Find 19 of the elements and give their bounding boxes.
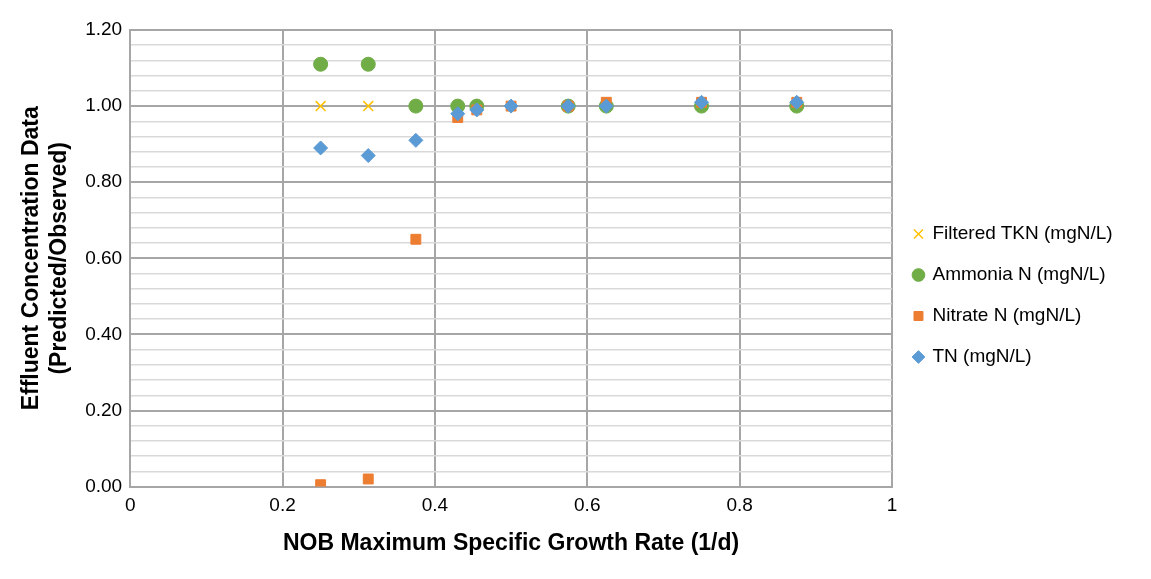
y-tick-label: 0.80 xyxy=(85,170,123,192)
x-tick-label: 0.6 xyxy=(574,494,601,516)
x-tick-label: 0.8 xyxy=(726,494,753,516)
legend-label: Ammonia N (mgN/L) xyxy=(932,263,1106,285)
x-tick-label: 0 xyxy=(124,494,136,516)
x-axis-title: NOB Maximum Specific Growth Rate (1/d) xyxy=(282,528,740,555)
y-tick-label: 1.20 xyxy=(85,18,123,40)
x-tick-label: 1 xyxy=(886,494,898,516)
legend-label: Nitrate N (mgN/L) xyxy=(932,304,1082,326)
y-tick-label: 0.60 xyxy=(85,246,123,268)
legend-label: TN (mgN/L) xyxy=(932,345,1032,367)
y-tick-label: 0.20 xyxy=(85,398,123,420)
x-tick-label: 0.4 xyxy=(421,494,449,516)
legend-label: Filtered TKN (mgN/L) xyxy=(932,222,1113,244)
y-tick-label: 1.00 xyxy=(85,94,123,116)
y-axis-title: Effluent Concentration Data (Predicted/Observed) xyxy=(17,106,71,411)
y-tick-label: 0.40 xyxy=(85,322,123,344)
y-tick-label: 0.00 xyxy=(85,474,123,496)
x-tick-label: 0.2 xyxy=(269,494,296,516)
